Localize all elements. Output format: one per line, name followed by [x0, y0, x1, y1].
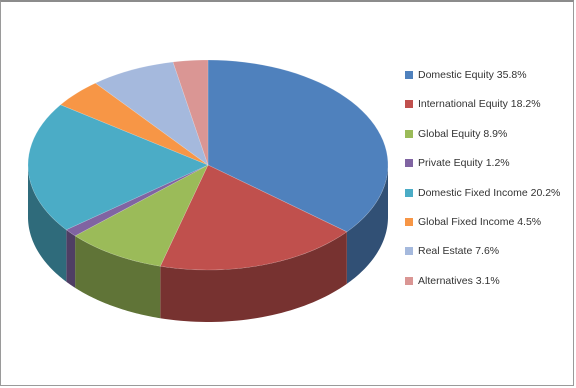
- pie-slice-side-5: [28, 165, 67, 282]
- legend-item: International Equity 18.2%: [405, 97, 541, 111]
- legend-label: Global Fixed Income 4.5%: [418, 216, 542, 228]
- legend-label: Alternatives 3.1%: [418, 274, 500, 287]
- pie-slice-side-1: [346, 165, 388, 284]
- pie-slice-side-3: [75, 235, 161, 319]
- legend-item: Real Estate 7.6%: [405, 244, 499, 258]
- pie-slice-4: [65, 164, 209, 237]
- legend-item: Global Fixed Income 4.5%: [405, 215, 541, 229]
- pie-slice-3: [74, 164, 209, 267]
- pie-slice-side-2: [160, 231, 347, 322]
- legend-swatch: [405, 159, 413, 168]
- legend-item: Private Equity 1.2%: [405, 156, 510, 170]
- pie-slice-5: [27, 104, 209, 231]
- legend-swatch: [405, 100, 413, 109]
- legend-label: Global Equity 8.9%: [418, 127, 508, 140]
- legend-swatch: [405, 218, 413, 226]
- legend-swatch: [405, 188, 413, 197]
- pie-slice-6: [59, 82, 209, 166]
- pie-slice-1: [207, 59, 389, 233]
- legend-label: International Equity 18.2%: [418, 98, 541, 111]
- pie-slice-7: [94, 61, 209, 166]
- legend-item: Domestic Fixed Income 20.2%: [405, 186, 560, 200]
- legend-swatch: [405, 247, 413, 256]
- legend-item: Alternatives 3.1%: [405, 274, 500, 288]
- legend-item: Global Equity 8.9%: [405, 127, 507, 141]
- pie-slice-8: [172, 59, 209, 166]
- pie-slice-2: [159, 164, 348, 271]
- legend-swatch: [405, 71, 413, 79]
- legend-label: Domestic Equity 35.8%: [418, 69, 527, 81]
- legend-label: Domestic Fixed Income 20.2%: [418, 186, 561, 199]
- legend-label: Private Equity 1.2%: [418, 157, 510, 170]
- legend-swatch: [405, 276, 413, 285]
- legend-item: Domestic Equity 35.8%: [405, 68, 527, 82]
- legend-swatch: [405, 129, 413, 138]
- legend-label: Real Estate 7.6%: [418, 245, 500, 258]
- pie-slice-side-4: [66, 229, 76, 288]
